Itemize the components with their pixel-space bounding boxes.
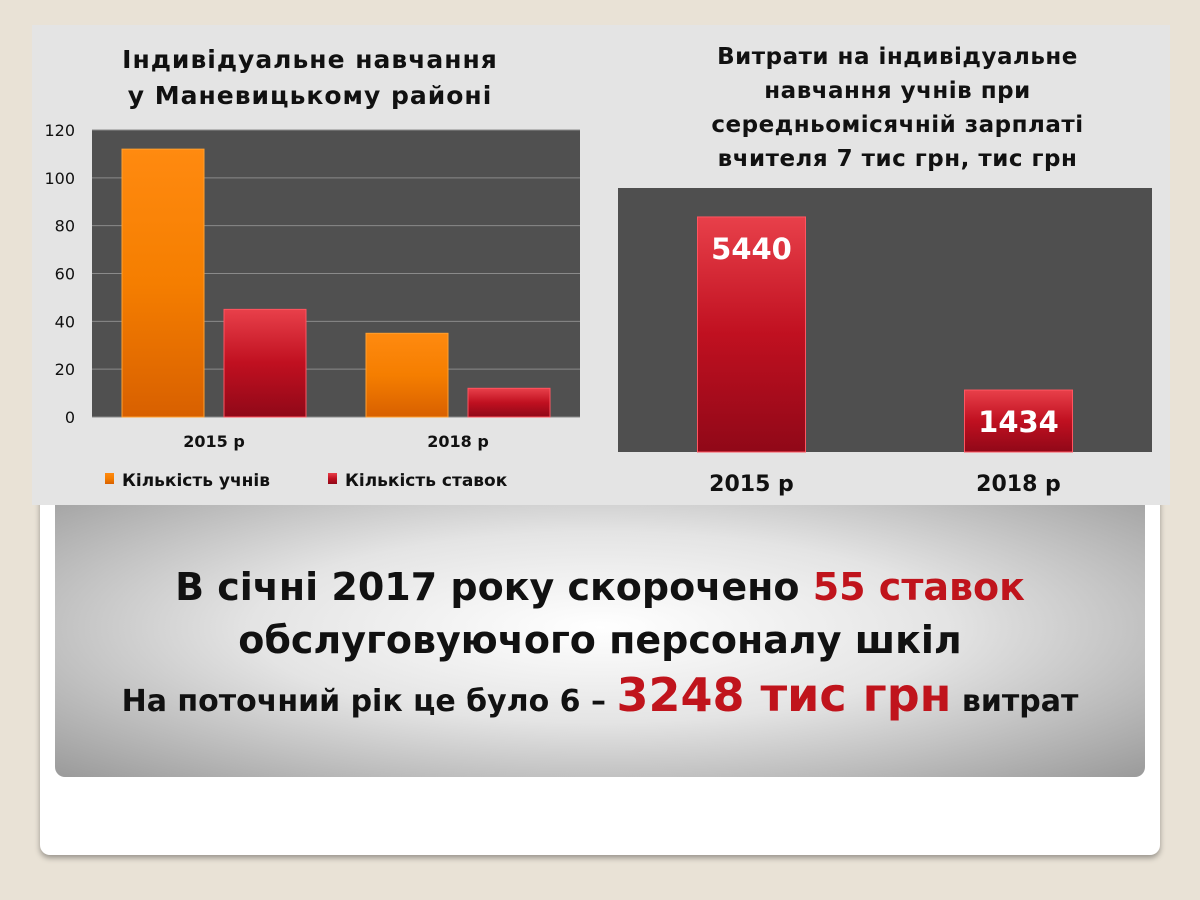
banner-line-1: В січні 2017 року скорочено 55 ставок	[0, 565, 1200, 609]
left-chart-title: Індивідуальне навчання у Маневицькому рай…	[60, 42, 560, 114]
y-tick-label: 100	[44, 169, 75, 188]
bar	[223, 308, 307, 418]
y-tick-label: 20	[55, 360, 75, 379]
x-tick-label: 2015 р	[183, 432, 245, 451]
title-line: у Маневицькому районі	[127, 81, 493, 110]
x-tick-label: 2018 р	[427, 432, 489, 451]
bar	[365, 332, 449, 418]
banner-text: витрат	[951, 684, 1079, 719]
right-chart-title: Витрати на індивідуальне навчання учнів п…	[620, 40, 1175, 176]
title-line: навчання учнів при	[764, 78, 1031, 104]
title-line: вчителя 7 тис грн, тис грн	[717, 146, 1078, 172]
legend-swatch	[328, 473, 337, 484]
banner-highlight: 3248 тис грн	[616, 668, 952, 722]
banner-text: В січні 2017 року скорочено	[175, 565, 813, 609]
title-line: Індивідуальне навчання	[122, 45, 498, 74]
legend-label: Кількість учнів	[122, 471, 270, 491]
x-tick-label: 2015 р	[709, 472, 794, 497]
banner-text: На поточний рік це було 6 –	[121, 684, 617, 719]
y-tick-label: 60	[55, 265, 75, 284]
legend-swatch	[105, 473, 114, 484]
data-label: 1434	[978, 405, 1059, 439]
y-tick-label: 80	[55, 217, 75, 236]
y-tick-label: 120	[44, 121, 75, 140]
summary-banner	[55, 505, 1145, 777]
bar	[697, 216, 806, 453]
banner-highlight: 55 ставок	[812, 565, 1025, 609]
data-label: 5440	[711, 232, 792, 266]
x-tick-label: 2018 р	[976, 472, 1061, 497]
bar	[467, 387, 551, 418]
title-line: Витрати на індивідуальне	[717, 44, 1078, 70]
bar	[964, 389, 1073, 453]
banner-line-3: На поточний рік це було 6 – 3248 тис грн…	[0, 668, 1200, 722]
legend-label: Кількість ставок	[345, 471, 508, 491]
y-tick-label: 0	[65, 408, 75, 427]
title-line: середньомісячній зарплаті	[711, 112, 1084, 138]
banner-line-2: обслуговуючого персоналу шкіл	[238, 618, 962, 662]
y-tick-label: 40	[55, 312, 75, 331]
bar	[121, 148, 205, 418]
